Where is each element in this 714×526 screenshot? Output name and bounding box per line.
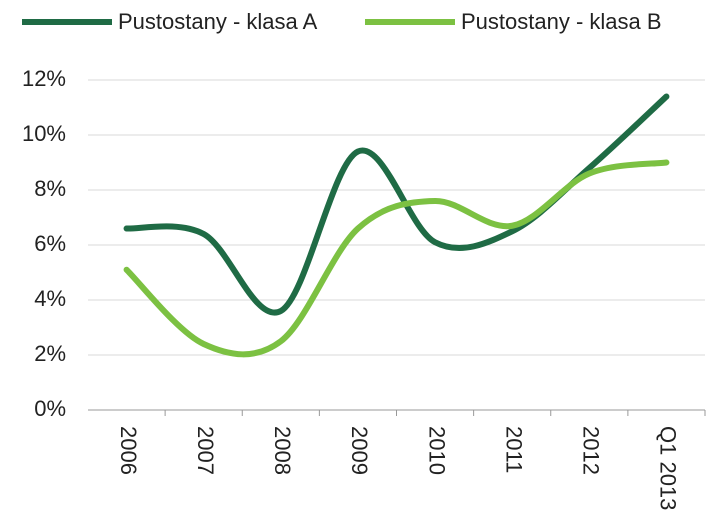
x-tick-label: 2006 [116, 426, 141, 475]
legend-label: Pustostany - klasa A [118, 9, 318, 34]
legend-label: Pustostany - klasa B [461, 9, 662, 34]
y-tick-label: 12% [22, 66, 66, 91]
x-tick-label: Q1 2013 [656, 426, 681, 510]
y-tick-label: 8% [34, 176, 66, 201]
y-tick-label: 6% [34, 231, 66, 256]
x-tick-label: 2012 [579, 426, 604, 475]
y-tick-label: 0% [34, 396, 66, 421]
y-tick-label: 4% [34, 286, 66, 311]
x-tick-label: 2008 [270, 426, 295, 475]
y-tick-label: 10% [22, 121, 66, 146]
x-tick-label: 2007 [193, 426, 218, 475]
y-tick-label: 2% [34, 341, 66, 366]
x-tick-label: 2009 [347, 426, 372, 475]
x-tick-label: 2011 [501, 426, 526, 473]
x-tick-label: 2010 [424, 426, 449, 475]
line-series [123, 159, 670, 358]
